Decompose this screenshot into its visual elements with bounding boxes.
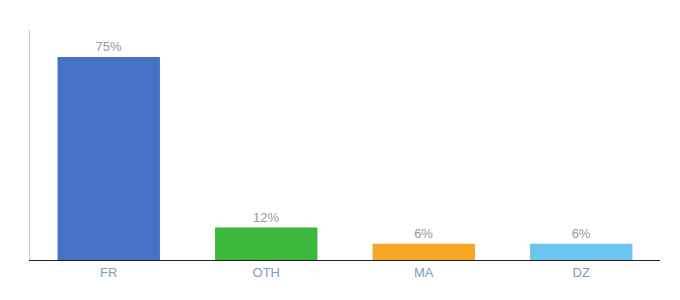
svg-text:6%: 6% (572, 226, 591, 241)
svg-text:MA: MA (414, 265, 434, 280)
svg-text:6%: 6% (414, 226, 433, 241)
svg-text:FR: FR (100, 265, 117, 280)
svg-text:DZ: DZ (573, 265, 590, 280)
svg-text:12%: 12% (253, 210, 279, 225)
svg-text:OTH: OTH (253, 265, 280, 280)
svg-text:75%: 75% (96, 39, 122, 54)
